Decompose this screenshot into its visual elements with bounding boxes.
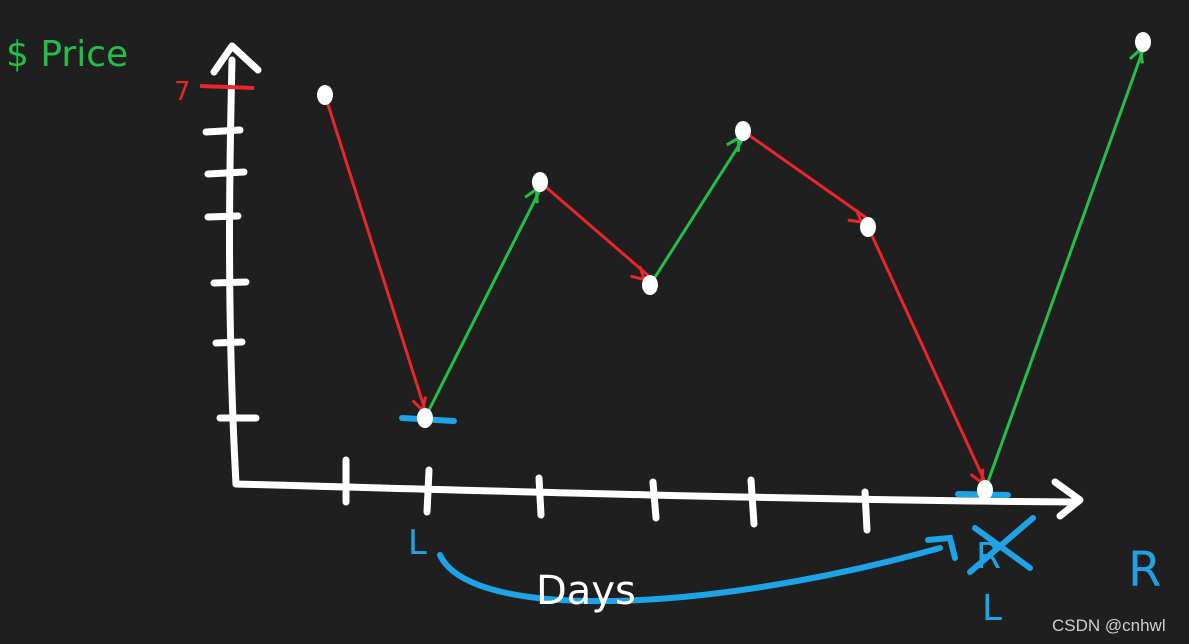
arrowhead: [1128, 46, 1145, 64]
price-point: [735, 121, 751, 141]
price-point: [317, 85, 333, 105]
right-pointer-label: R: [1128, 542, 1161, 598]
price-rise-arrow: [648, 138, 745, 286]
right-pointer-crossed-label: R: [976, 536, 1001, 577]
price-drop-arrow: [323, 94, 427, 411]
price-drop-arrow: [866, 226, 987, 483]
blue-markers: [399, 415, 1036, 605]
price-drop-arrow: [539, 180, 651, 279]
pointer-curve: [437, 545, 943, 605]
y-ticks: [202, 126, 260, 422]
pointer-arrowhead: [925, 534, 958, 561]
price-point: [642, 275, 658, 295]
price-rise-arrow: [983, 49, 1145, 491]
price-moves: [323, 46, 1145, 491]
price-point: [1135, 32, 1151, 52]
price-point: [860, 217, 876, 237]
y-axis-arrowhead: [210, 42, 262, 76]
top-tick-label: 7: [174, 77, 191, 107]
watermark: CSDN @cnhwl: [1052, 616, 1166, 635]
y-axis: [226, 56, 240, 488]
axes: [202, 42, 1084, 534]
price-points: [317, 32, 1151, 500]
price-point: [417, 408, 433, 428]
price-point: [532, 172, 548, 192]
left-pointer-label-1: L: [408, 523, 427, 563]
x-axis-arrowhead: [1051, 478, 1084, 520]
x-axis: [232, 480, 1079, 506]
x-ticks: [342, 456, 871, 534]
top-tick-red: [199, 84, 255, 90]
price-rise-arrow: [423, 189, 542, 419]
left-pointer-label-2: L: [982, 588, 1002, 629]
price-drop-arrow: [742, 129, 869, 221]
x-axis-label: Days: [536, 568, 636, 614]
price-point: [977, 480, 993, 500]
arrowhead: [726, 135, 741, 152]
y-axis-label: $ Price: [6, 34, 128, 75]
cross-out: [967, 515, 1036, 575]
